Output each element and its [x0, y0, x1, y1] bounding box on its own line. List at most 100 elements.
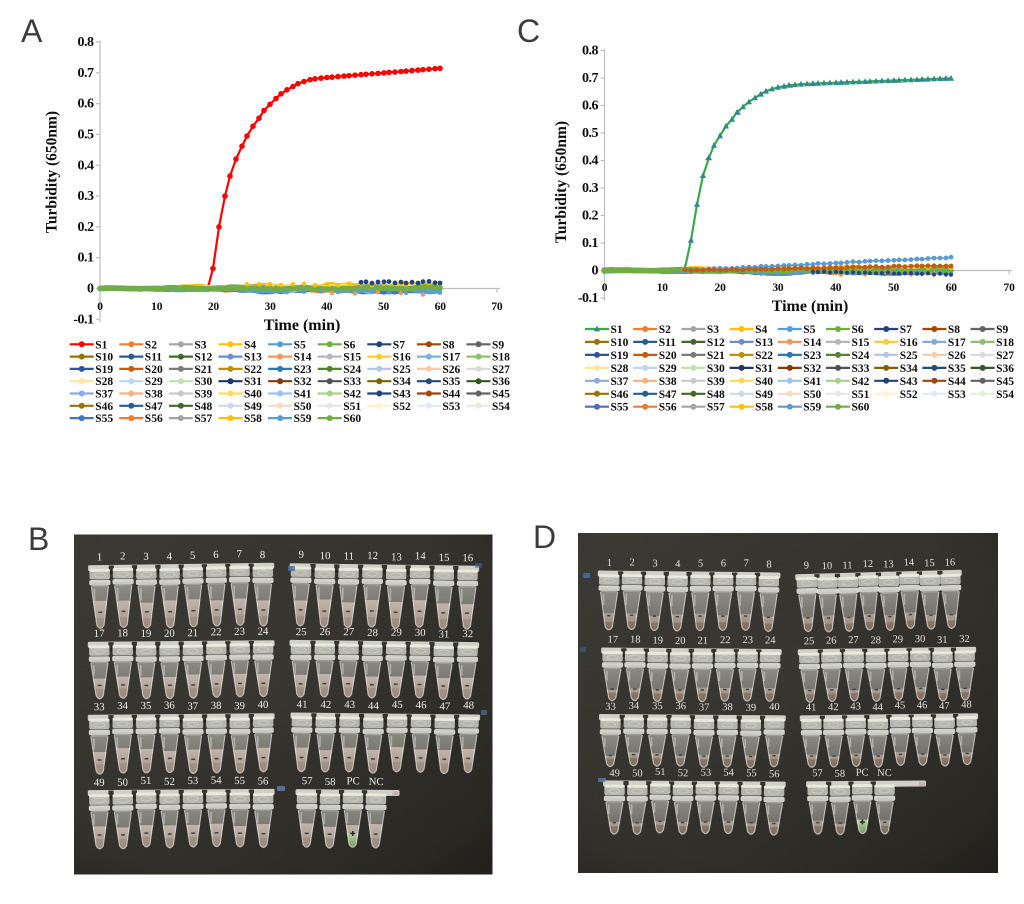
- svg-text:33: 33: [605, 702, 616, 713]
- svg-text:S43: S43: [900, 376, 918, 388]
- svg-text:57: 57: [302, 775, 314, 787]
- svg-text:12: 12: [367, 550, 378, 562]
- svg-text:S40: S40: [755, 376, 773, 388]
- svg-text:S16: S16: [900, 337, 918, 349]
- svg-text:S10: S10: [611, 337, 629, 349]
- svg-text:0.2: 0.2: [582, 209, 599, 224]
- svg-text:S51: S51: [852, 389, 870, 401]
- svg-text:S43: S43: [393, 389, 411, 401]
- svg-text:45: 45: [895, 700, 906, 711]
- svg-text:S21: S21: [194, 364, 212, 376]
- svg-text:S50: S50: [294, 401, 312, 413]
- svg-text:S45: S45: [996, 376, 1014, 388]
- svg-text:1: 1: [607, 558, 612, 569]
- svg-text:47: 47: [439, 701, 451, 713]
- svg-text:S59: S59: [294, 413, 312, 425]
- svg-text:40: 40: [769, 702, 780, 713]
- svg-text:56: 56: [769, 769, 780, 780]
- svg-text:48: 48: [961, 700, 972, 711]
- svg-text:S8: S8: [948, 324, 960, 336]
- svg-text:50: 50: [888, 282, 900, 294]
- svg-text:S39: S39: [194, 389, 212, 401]
- svg-text:S44: S44: [442, 389, 460, 401]
- svg-text:70: 70: [491, 301, 503, 313]
- svg-text:43: 43: [850, 701, 861, 712]
- svg-text:S38: S38: [659, 376, 677, 388]
- svg-text:46: 46: [917, 700, 928, 711]
- svg-text:S41: S41: [294, 389, 312, 401]
- svg-text:15: 15: [924, 558, 935, 569]
- svg-text:S58: S58: [244, 413, 262, 425]
- svg-text:30: 30: [265, 301, 277, 313]
- svg-text:S28: S28: [611, 363, 629, 375]
- svg-text:22: 22: [720, 635, 731, 646]
- svg-text:10: 10: [320, 550, 331, 562]
- svg-text:12: 12: [863, 559, 874, 570]
- svg-text:S50: S50: [803, 389, 821, 401]
- svg-text:S12: S12: [194, 352, 212, 364]
- svg-text:S13: S13: [755, 337, 773, 349]
- svg-text:S18: S18: [492, 352, 510, 364]
- svg-text:42: 42: [320, 699, 331, 711]
- svg-text:S54: S54: [996, 389, 1014, 401]
- svg-text:10: 10: [657, 282, 669, 294]
- svg-text:S48: S48: [194, 401, 212, 413]
- svg-text:14: 14: [415, 550, 427, 562]
- svg-text:S22: S22: [755, 350, 773, 362]
- svg-text:11: 11: [842, 560, 852, 571]
- svg-text:Turbidity (650nm): Turbidity (650nm): [553, 121, 570, 243]
- svg-text:S11: S11: [145, 352, 163, 364]
- svg-text:21: 21: [187, 627, 198, 639]
- svg-text:S5: S5: [803, 324, 815, 336]
- svg-text:32: 32: [462, 628, 473, 640]
- svg-text:18: 18: [630, 635, 641, 646]
- svg-text:0: 0: [592, 264, 599, 279]
- svg-text:0.7: 0.7: [582, 71, 599, 86]
- svg-text:S44: S44: [948, 376, 966, 388]
- svg-text:34: 34: [117, 700, 129, 712]
- svg-text:44: 44: [368, 700, 380, 712]
- svg-text:19: 19: [141, 628, 152, 640]
- svg-text:14: 14: [904, 557, 916, 568]
- svg-text:Time (min): Time (min): [264, 317, 341, 334]
- svg-text:S24: S24: [343, 364, 361, 376]
- svg-text:52: 52: [678, 768, 689, 779]
- svg-text:S35: S35: [442, 376, 460, 388]
- svg-text:26: 26: [319, 626, 331, 638]
- svg-text:10: 10: [151, 301, 163, 313]
- svg-text:25: 25: [296, 626, 307, 638]
- svg-text:S34: S34: [900, 363, 918, 375]
- svg-text:S18: S18: [996, 337, 1014, 349]
- svg-text:49: 49: [94, 777, 105, 789]
- svg-text:S31: S31: [244, 376, 262, 388]
- svg-text:S31: S31: [755, 363, 773, 375]
- svg-text:13: 13: [883, 559, 894, 570]
- svg-text:38: 38: [211, 700, 222, 712]
- svg-text:S29: S29: [145, 376, 163, 388]
- svg-text:31: 31: [937, 635, 948, 646]
- svg-text:50: 50: [117, 777, 128, 789]
- svg-text:S14: S14: [294, 352, 312, 364]
- svg-text:13: 13: [391, 551, 402, 563]
- svg-text:48: 48: [463, 700, 474, 712]
- svg-text:S37: S37: [95, 389, 113, 401]
- svg-text:S60: S60: [852, 402, 870, 414]
- svg-text:Time (min): Time (min): [772, 298, 849, 315]
- svg-text:52: 52: [164, 776, 175, 788]
- svg-text:S14: S14: [803, 337, 821, 349]
- svg-text:S25: S25: [393, 364, 411, 376]
- svg-text:S6: S6: [343, 339, 355, 351]
- svg-text:8: 8: [766, 560, 771, 571]
- svg-text:60: 60: [435, 301, 447, 313]
- svg-text:S37: S37: [611, 376, 629, 388]
- svg-text:S41: S41: [803, 376, 821, 388]
- svg-text:S3: S3: [194, 339, 206, 351]
- svg-text:S48: S48: [707, 389, 725, 401]
- svg-text:0: 0: [87, 282, 94, 297]
- svg-text:6: 6: [213, 549, 219, 561]
- svg-text:NC: NC: [369, 776, 384, 788]
- svg-text:11: 11: [344, 550, 355, 562]
- svg-text:S49: S49: [755, 389, 773, 401]
- svg-text:29: 29: [391, 627, 402, 639]
- svg-text:0.7: 0.7: [78, 66, 95, 81]
